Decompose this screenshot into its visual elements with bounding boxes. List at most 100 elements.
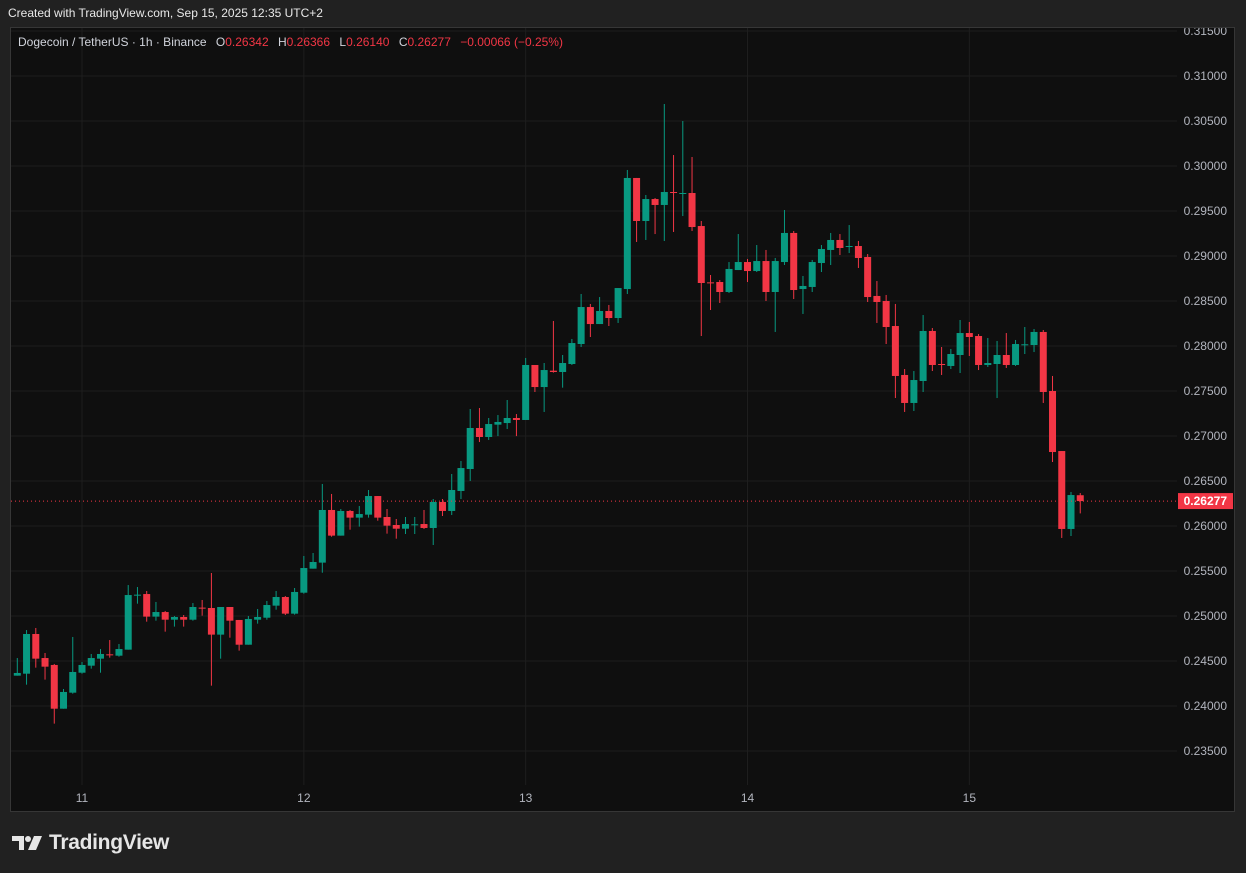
candle-down [328, 493, 336, 537]
candle-up [254, 608, 262, 624]
candle-up [13, 658, 21, 676]
candle-up [845, 225, 853, 254]
candle-up [1021, 327, 1029, 355]
candle-down [549, 320, 557, 373]
candle-body [1021, 344, 1029, 346]
candle-up [596, 297, 604, 325]
candle-down [106, 640, 114, 658]
last-price-badge [1178, 493, 1233, 510]
candle-body [50, 664, 58, 709]
candle-down [854, 240, 862, 268]
candle-up [503, 400, 511, 429]
candle-down [235, 619, 243, 651]
candle-body [448, 490, 456, 511]
x-tick-label: 12 [297, 791, 311, 805]
candle-body [226, 607, 234, 621]
candle-up [300, 555, 308, 594]
candle-body [207, 607, 215, 635]
y-tick-label: 0.30000 [1184, 159, 1228, 173]
candle-body [494, 421, 502, 425]
candle-down [374, 496, 382, 521]
candle-body [864, 256, 872, 298]
candle-up [272, 590, 280, 610]
candle-down [716, 280, 724, 303]
candle-down [882, 294, 890, 345]
candle-up [78, 661, 86, 674]
candle-up [540, 363, 548, 412]
candle-body [540, 370, 548, 388]
candle-up [69, 636, 77, 694]
candle-body [475, 427, 483, 437]
candle-up [96, 649, 104, 673]
x-tick-label: 14 [741, 791, 755, 805]
symbol-title[interactable]: Dogecoin / TetherUS · 1h · Binance [18, 35, 207, 49]
candle-up [309, 553, 317, 569]
candle-down [1049, 375, 1057, 463]
x-tick-label: 15 [963, 791, 977, 805]
candle-down [346, 509, 354, 530]
candle-body [503, 418, 511, 424]
candle-down [743, 258, 751, 283]
candle-body [1002, 355, 1010, 365]
y-tick-label: 0.28500 [1184, 294, 1228, 308]
candle-body [522, 364, 530, 420]
candle-body [947, 354, 955, 366]
candle-up [23, 630, 31, 685]
candle-up [87, 653, 95, 669]
candle-body [438, 501, 446, 511]
chart-pane[interactable]: 0.31500 0.31000 0.30500 0.30000 0.29500 0.290… [10, 27, 1235, 812]
candle-body [956, 333, 964, 355]
candle-up [1067, 491, 1075, 536]
candle-up [170, 616, 178, 627]
candle-body [1076, 495, 1084, 502]
close-label: C [398, 35, 408, 49]
open-label: O [215, 35, 226, 49]
candle-body [975, 336, 983, 365]
y-tick-label: 0.26500 [1184, 474, 1228, 488]
close-value: 0.26277 [407, 35, 451, 49]
tradingview-logo-icon [12, 836, 42, 850]
candle-down [873, 281, 881, 323]
y-tick-label: 0.27000 [1184, 429, 1228, 443]
candle-body [429, 501, 437, 528]
candle-down [697, 220, 705, 337]
candle-down [207, 572, 215, 686]
candle-up [355, 506, 363, 527]
high-label: H [277, 35, 287, 49]
candle-body [87, 658, 95, 666]
candle-down [928, 328, 936, 372]
candle-body [549, 370, 557, 373]
candle-body [300, 568, 308, 593]
candle-up [956, 319, 964, 373]
candle-body [762, 261, 770, 292]
high-value: 0.26366 [286, 35, 331, 49]
candle-down [392, 518, 400, 539]
candle-down [891, 303, 899, 399]
candle-body [1030, 331, 1038, 346]
candle-body [660, 192, 668, 205]
candle-body [790, 232, 798, 291]
y-tick-label: 0.26000 [1184, 519, 1228, 533]
candle-body [873, 295, 881, 302]
candle-body [891, 326, 899, 376]
candlestick-chart[interactable]: 0.31500 0.31000 0.30500 0.30000 0.29500 0.290… [11, 28, 1236, 813]
candle-body [23, 634, 31, 674]
candle-body [817, 248, 825, 264]
candle-body [365, 496, 373, 515]
candle-body [337, 510, 345, 536]
y-tick-label: 0.30500 [1184, 114, 1228, 128]
candle-down [938, 346, 946, 375]
candle-down [475, 408, 483, 443]
candle-body [512, 418, 520, 420]
candle-body [697, 226, 705, 283]
candle-body [808, 262, 816, 287]
candle-up [642, 194, 650, 240]
candle-body [586, 307, 594, 325]
candle-up [559, 355, 567, 388]
y-tick-label: 0.24000 [1184, 699, 1228, 713]
candle-up [457, 461, 465, 499]
candle-body [854, 246, 862, 258]
candle-up [189, 603, 197, 621]
candle-body [346, 510, 354, 518]
candle-up [799, 275, 807, 314]
